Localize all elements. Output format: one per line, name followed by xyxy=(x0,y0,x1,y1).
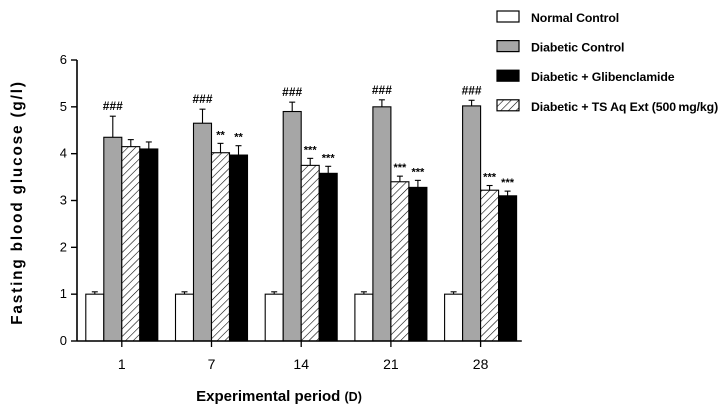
svg-text:28: 28 xyxy=(473,356,489,372)
svg-text:***: *** xyxy=(411,166,425,178)
svg-text:**: ** xyxy=(234,132,243,144)
svg-text:***: *** xyxy=(483,172,497,184)
svg-text:1: 1 xyxy=(60,286,67,301)
svg-text:###: ### xyxy=(372,83,392,97)
svg-text:3: 3 xyxy=(60,193,67,208)
svg-text:Diabetic Control: Diabetic Control xyxy=(531,41,624,55)
svg-text:0: 0 xyxy=(60,333,67,348)
svg-text:2: 2 xyxy=(60,239,67,254)
svg-text:4: 4 xyxy=(60,146,67,161)
svg-text:***: *** xyxy=(393,162,407,174)
svg-text:Normal Control: Normal Control xyxy=(531,11,619,25)
svg-text:6: 6 xyxy=(60,52,67,67)
svg-text:14: 14 xyxy=(293,356,309,372)
svg-text:###: ### xyxy=(103,99,123,113)
svg-text:**: ** xyxy=(216,129,225,141)
svg-text:5: 5 xyxy=(60,99,67,114)
svg-text:Diabetic + TS Aq Ext (500 mg/k: Diabetic + TS Aq Ext (500 mg/kg) xyxy=(531,100,718,114)
svg-text:***: *** xyxy=(304,144,318,156)
svg-text:Fasting blood glucose (g/l): Fasting blood glucose (g/l) xyxy=(9,80,26,325)
svg-text:###: ### xyxy=(282,85,302,99)
svg-text:21: 21 xyxy=(383,356,399,372)
svg-text:***: *** xyxy=(501,177,515,189)
svg-text:Diabetic + Glibenclamide: Diabetic + Glibenclamide xyxy=(531,70,675,84)
svg-text:7: 7 xyxy=(208,356,216,372)
svg-text:1: 1 xyxy=(118,356,126,372)
svg-text:###: ### xyxy=(462,83,482,97)
svg-text:Experimental period (D): Experimental period (D) xyxy=(196,388,362,405)
svg-text:***: *** xyxy=(322,152,336,164)
svg-text:###: ### xyxy=(192,92,212,106)
